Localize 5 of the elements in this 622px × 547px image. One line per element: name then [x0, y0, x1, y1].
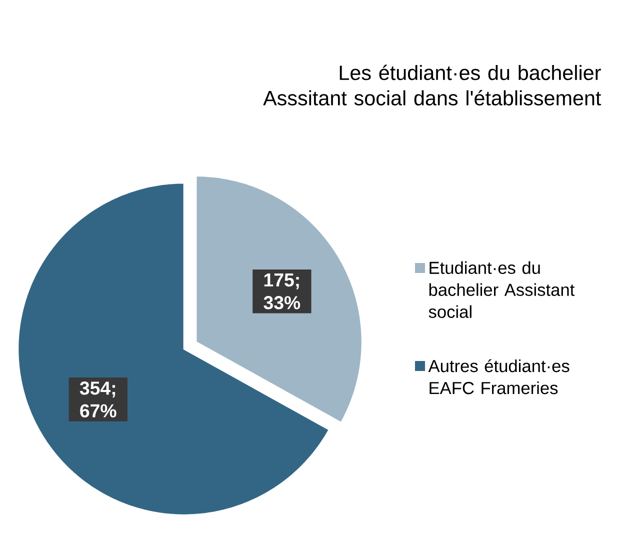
data-label: 175; 33% — [264, 274, 300, 310]
data-label: 354; 67% — [80, 382, 116, 418]
legend-label: Etudiant·es du bachelier Assistant social — [428, 261, 575, 318]
chart-title: Les étudiant·es du bachelier Asssitant social dans l'établissement — [263, 64, 602, 106]
legend-label: Autres étudiant·es EAFC Frameries — [428, 359, 570, 394]
